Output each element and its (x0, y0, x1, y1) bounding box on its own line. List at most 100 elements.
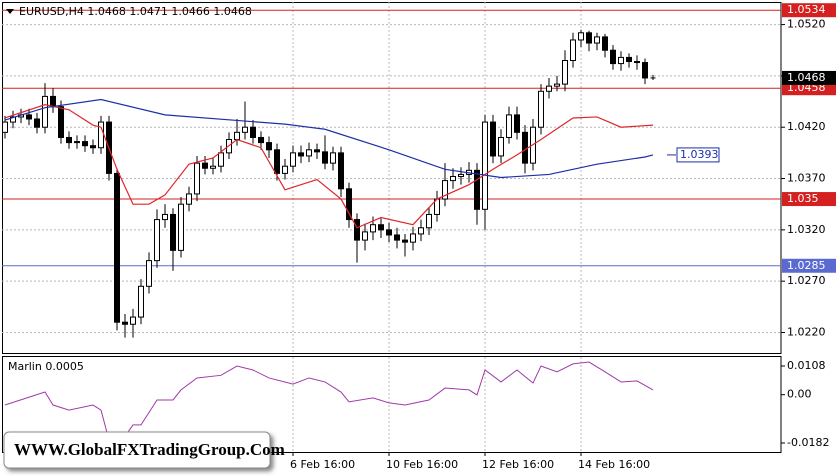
x-tick-label: 12 Feb 16:00 (482, 458, 554, 471)
candle-body (186, 193, 192, 205)
candle-body (490, 121, 496, 157)
watermark-box: WWW.GlobalFXTradingGroup.Com (3, 431, 285, 469)
candle-body (82, 141, 88, 147)
candle-body (58, 106, 64, 138)
ma-tag (676, 147, 720, 163)
price-level-label: 1.0534 (787, 3, 826, 16)
candle-body (290, 152, 296, 167)
candle-body (482, 121, 488, 210)
candle-body (426, 213, 432, 229)
candle-body (154, 219, 160, 262)
candle-body (234, 131, 240, 141)
candle-body (514, 114, 520, 133)
x-tick-label: 14 Feb 16:00 (578, 458, 650, 471)
candle-body (242, 126, 248, 133)
candle-body (250, 126, 256, 138)
candle-body (538, 90, 544, 128)
y-tick-label: 1.0520 (787, 18, 826, 31)
candle-body (170, 213, 176, 251)
y-tick-label: 1.0220 (787, 325, 826, 338)
candle-body (26, 114, 32, 120)
y-tick-label: 1.0370 (787, 172, 826, 185)
candle-body (570, 39, 576, 61)
candle-body (578, 32, 584, 41)
price-level-label: 1.0285 (787, 259, 826, 272)
x-tick-label: 10 Feb 16:00 (386, 458, 458, 471)
moving-average (4, 98, 654, 179)
y-tick-label: 0.0108 (787, 359, 826, 372)
candle-body (50, 95, 56, 108)
ma-label: 1.0393 (680, 148, 719, 161)
candle-body (458, 173, 464, 177)
candle-body (594, 36, 600, 44)
candle-body (258, 136, 264, 144)
candle-body (626, 56, 632, 63)
chart-title: EURUSD,H4 1.0468 1.0471 1.0466 1.0468 (19, 5, 252, 18)
candle-body (506, 114, 512, 138)
indicator-title: Marlin 0.0005 (8, 360, 84, 373)
candle-body (610, 49, 616, 65)
candle-body (266, 142, 272, 151)
moving-average (4, 104, 654, 229)
candle-body (210, 165, 216, 169)
watermark: WWW.GlobalFXTradingGroup.Com (14, 440, 285, 459)
candle-body (202, 162, 208, 169)
candle-body (306, 149, 312, 157)
watermark-bg (3, 431, 271, 469)
candle-body (562, 60, 568, 85)
candle-body (2, 121, 8, 133)
price-level-tag (782, 258, 836, 273)
candle-body (114, 172, 120, 323)
price-level-label: 1.035 (787, 192, 819, 205)
y-tick-label: 1.0270 (787, 274, 826, 287)
candle-body (618, 56, 624, 65)
candle-body (522, 131, 528, 164)
candle-body (282, 165, 288, 174)
candle-body (330, 152, 336, 164)
x-tick-label: 6 Feb 16:00 (290, 458, 355, 471)
candle-body (66, 136, 72, 144)
candle-body (378, 224, 384, 231)
candle-body (34, 118, 40, 128)
candle-body (146, 260, 152, 287)
candle-body (410, 233, 416, 243)
axes: 1.05201.04701.04201.03701.03201.02701.02… (290, 3, 836, 471)
candle-body (634, 61, 640, 64)
price-level-tag (782, 3, 836, 18)
candle-body (178, 203, 184, 251)
y-tick-label: 0.00 (787, 388, 812, 401)
price-level-tag (782, 192, 836, 207)
candle-body (314, 149, 320, 153)
candle-body (642, 62, 648, 79)
candle-body (74, 141, 80, 144)
candle-body (370, 224, 376, 233)
candle-body (194, 162, 200, 195)
candle-body (298, 152, 304, 157)
candle-body (322, 151, 328, 164)
candle-body (42, 95, 48, 128)
y-tick-label: -0.0182 (787, 436, 829, 449)
last-price-label: 1.0468 (787, 71, 826, 84)
candle-body (418, 227, 424, 235)
candle-body (442, 180, 448, 200)
candle-body (122, 321, 128, 325)
candle-body (338, 152, 344, 190)
y-tick-label: 1.0420 (787, 120, 826, 133)
candle-body (546, 85, 552, 92)
candle-body (402, 239, 408, 243)
candle-body (130, 316, 136, 325)
main-plot: 1.0393 (2, 2, 781, 353)
candle-body (354, 219, 360, 241)
candle-body (362, 231, 368, 241)
candle-body (450, 175, 456, 182)
main-window-frame (2, 2, 782, 354)
candle-body (554, 83, 560, 87)
candle-body (274, 149, 280, 174)
candle-body (162, 213, 168, 221)
menu-triangle[interactable] (6, 9, 14, 14)
candle-body (602, 36, 608, 51)
y-tick-label: 1.0320 (787, 223, 826, 236)
candle-body (218, 152, 224, 167)
